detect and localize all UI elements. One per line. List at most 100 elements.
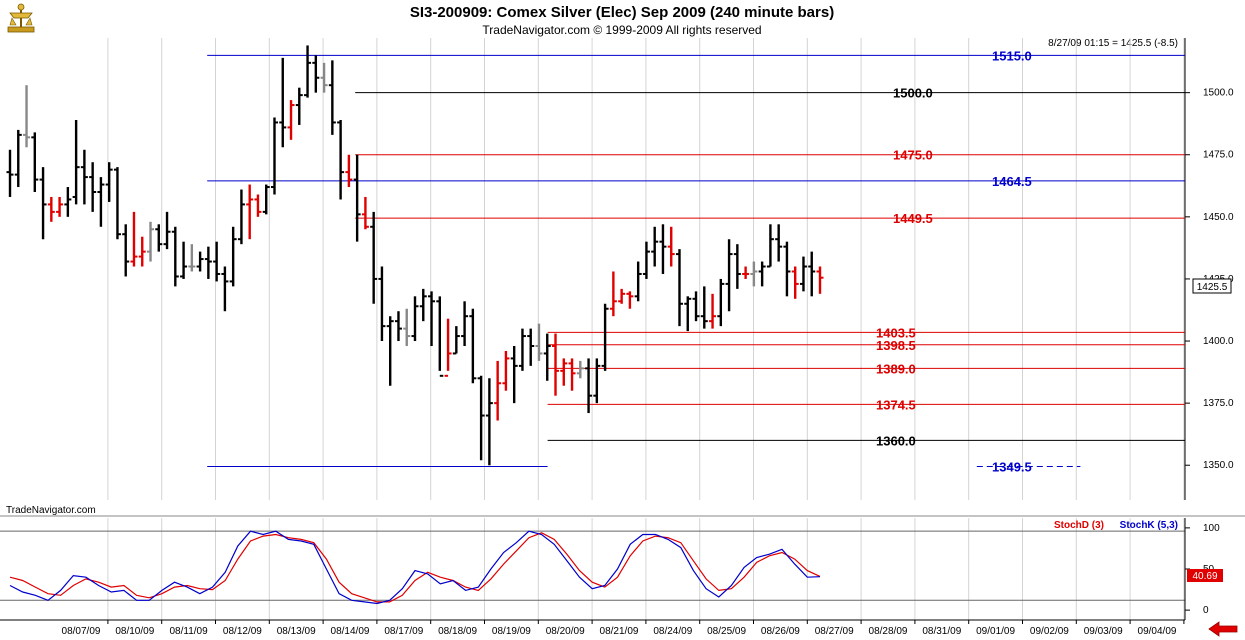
ohlc-bar	[39, 167, 47, 240]
ohlc-bar	[518, 328, 526, 371]
stoch-d-legend: StochD (3)	[1054, 520, 1104, 531]
ohlc-bar	[105, 162, 113, 202]
ohlc-bar	[576, 360, 584, 379]
date-tick-label: 08/11/09	[170, 626, 209, 637]
ohlc-bar	[593, 358, 601, 404]
date-tick-label: 08/18/09	[438, 626, 477, 637]
ohlc-bar	[229, 226, 237, 287]
ohlc-bar	[642, 241, 650, 279]
date-tick-label: 08/10/09	[115, 626, 154, 637]
level-label: 1464.5	[992, 174, 1032, 189]
stoch-tick-label: 0	[1203, 605, 1209, 616]
ohlc-bar	[568, 358, 576, 391]
ohlc-bar	[370, 211, 378, 304]
ohlc-bar	[808, 251, 816, 297]
ohlc-bar	[419, 288, 427, 322]
ohlc-bar	[320, 62, 328, 93]
stoch-k-line	[9, 530, 821, 605]
ohlc-bar	[180, 241, 188, 279]
ohlc-bar	[634, 261, 642, 302]
ohlc-bar	[47, 196, 55, 222]
ohlc-bar	[147, 221, 155, 262]
ohlc-bar	[791, 266, 799, 299]
ohlc-bar	[502, 350, 510, 391]
ohlc-bar	[163, 211, 171, 250]
ohlc-bar	[535, 323, 543, 361]
date-tick-label: 09/02/09	[1030, 626, 1069, 637]
stoch-legend: StochD (3) StochK (5,3)	[1054, 520, 1178, 531]
ohlc-bar	[452, 326, 460, 355]
price-tick-label: 1375.0	[1203, 398, 1234, 409]
ohlc-bar	[312, 55, 320, 93]
price-panel: 1350.01375.01400.01425.01450.01475.01500…	[6, 38, 1234, 516]
ohlc-bar	[799, 256, 807, 292]
date-tick-label: 08/25/09	[707, 626, 746, 637]
date-tick-label: 08/13/09	[277, 626, 316, 637]
ohlc-bar	[560, 358, 568, 386]
ohlc-bar	[56, 196, 64, 217]
ohlc-bar	[700, 286, 708, 329]
ohlc-bar	[733, 244, 741, 289]
ohlc-bar	[675, 249, 683, 327]
ohlc-bar	[394, 311, 402, 342]
ohlc-bar	[204, 246, 212, 279]
date-tick-label: 08/27/09	[815, 626, 854, 637]
ohlc-bar	[527, 328, 535, 366]
date-tick-label: 08/12/09	[223, 626, 262, 637]
app-logo-icon[interactable]	[7, 3, 35, 33]
scroll-right-arrow-icon[interactable]	[1204, 621, 1240, 638]
ohlc-bar	[80, 149, 88, 205]
ohlc-bar	[130, 211, 138, 267]
level-label: 1515.0	[992, 48, 1032, 63]
date-tick-label: 08/07/09	[62, 626, 101, 637]
ohlc-bar	[328, 60, 336, 135]
ohlc-bar	[585, 358, 593, 414]
ohlc-bar	[601, 303, 609, 371]
date-tick-label: 09/04/09	[1138, 626, 1177, 637]
level-label: 1449.5	[893, 211, 933, 226]
level-lines: 1515.0 1500.0 1475.0 1464.5 1449.5 1403.51398…	[207, 48, 1185, 474]
status-readout: 8/27/09 01:15 = 1425.5 (-8.5)	[1048, 38, 1178, 49]
ohlc-bar	[618, 288, 626, 304]
ohlc-bar	[97, 177, 105, 227]
ohlc-bar	[378, 266, 386, 342]
date-tick-label: 08/19/09	[492, 626, 531, 637]
price-tick-label: 1475.0	[1203, 150, 1234, 161]
ohlc-bar	[113, 167, 121, 240]
ohlc-bar	[122, 224, 130, 277]
stoch-last-label: 40.69	[1192, 571, 1217, 582]
ohlc-bar	[651, 226, 659, 267]
ohlc-bar	[171, 226, 179, 287]
ohlc-bar	[23, 85, 31, 148]
ohlc-bar	[659, 224, 667, 274]
stoch-gridlines	[0, 518, 1185, 620]
ohlc-bar	[510, 346, 518, 404]
ohlc-bar	[766, 224, 774, 268]
ohlc-bar	[72, 119, 80, 205]
ohlc-bar	[692, 291, 700, 322]
stoch-d-line	[9, 532, 821, 603]
ohlc-bar	[246, 184, 254, 240]
ohlc-bar	[287, 100, 295, 140]
date-tick-label: 08/31/09	[922, 626, 961, 637]
level-label: 1360.0	[876, 433, 916, 448]
price-tick-label: 1450.0	[1203, 212, 1234, 223]
ohlc-bar	[14, 129, 22, 188]
ohlc-bar	[237, 189, 245, 245]
stoch-k-legend: StochK (5,3)	[1120, 520, 1178, 531]
date-tick-label: 08/14/09	[331, 626, 370, 637]
level-label: 1475.0	[893, 148, 933, 163]
ohlc-bar	[461, 301, 469, 346]
date-tick-label: 08/24/09	[653, 626, 692, 637]
ohlc-bar	[64, 187, 72, 217]
stochastic-panel: 050100 StochD (3) StochK (5,3) 40.69	[0, 518, 1223, 620]
ohlc-bar	[403, 308, 411, 346]
ohlc-bar	[436, 296, 444, 377]
watermark-text: TradeNavigator.com	[6, 505, 96, 516]
level-label: 1398.5	[876, 338, 916, 353]
level-label: 1374.5	[876, 397, 916, 412]
header: SI3-200909: Comex Silver (Elec) Sep 2009…	[7, 3, 1178, 49]
ohlc-bar	[411, 296, 419, 342]
ohlc-bar	[361, 196, 369, 230]
ohlc-bars	[6, 45, 824, 466]
